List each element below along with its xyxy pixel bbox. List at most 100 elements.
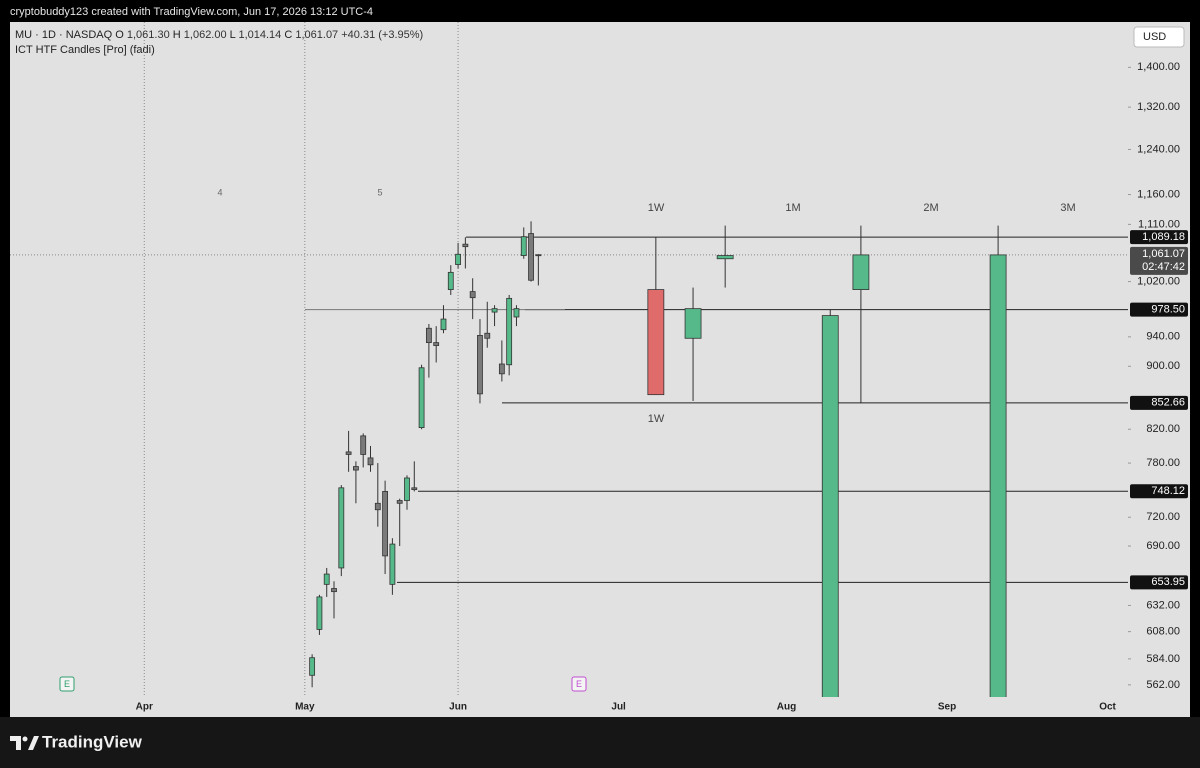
x-tick-label: Jul <box>611 702 626 713</box>
y-tick-label: 1,110.00 <box>1138 218 1180 230</box>
candle-body <box>411 487 418 491</box>
candle-body <box>535 254 542 257</box>
currency[interactable]: USD <box>1143 31 1166 43</box>
candle-body <box>374 502 381 511</box>
candle-body <box>360 435 367 455</box>
candle-body <box>469 291 476 299</box>
attribution: cryptobuddy123 created with TradingView.… <box>10 6 373 18</box>
y-tick-label: 1,400.00 <box>1137 61 1180 73</box>
y-tick-label: 562.00 <box>1146 679 1180 691</box>
candle-body <box>389 543 396 585</box>
plot <box>10 22 1128 697</box>
x-tick-label: Apr <box>136 702 153 713</box>
candle-body <box>528 233 534 281</box>
candle-body <box>513 308 520 318</box>
countdown: 02:47:42 <box>1142 261 1185 273</box>
last-price-label: 1,061.07 <box>1142 248 1185 260</box>
session-label: 5 <box>377 187 382 197</box>
candle-body <box>506 297 513 366</box>
ohlc-value: 1,062.00 <box>184 29 227 41</box>
ohlc-value: 1,061.30 <box>127 29 170 41</box>
y-tick-label: 1,160.00 <box>1137 188 1180 200</box>
ohlc-legend: MU · 1D · NASDAQ O 1,061.30 H 1,062.00 L… <box>15 29 423 41</box>
price-level-tag <box>1130 395 1188 410</box>
candle-body <box>491 308 498 313</box>
candle-body <box>338 487 345 569</box>
candle-body <box>323 573 330 585</box>
brand: TradingView <box>42 732 143 751</box>
htf-label: 3M <box>1060 202 1075 214</box>
ohlc-value: 1,061.07 <box>295 29 338 41</box>
footer <box>0 717 1200 768</box>
htf-label: 1M <box>785 202 800 214</box>
htf-candle-body <box>647 289 665 396</box>
ohlc-key: H <box>173 29 181 41</box>
y-tick-label: 720.00 <box>1146 511 1180 523</box>
htf-candle-body <box>989 254 1007 697</box>
y-tick-label: 900.00 <box>1146 360 1180 372</box>
price-level-tag <box>1130 230 1188 245</box>
x-tick-label: Oct <box>1099 702 1116 713</box>
htf-label: 1W <box>648 413 665 425</box>
event-marker <box>571 676 587 692</box>
candle-body <box>353 466 359 471</box>
y-tick-label: 780.00 <box>1146 457 1180 469</box>
y-tick-label: 940.00 <box>1146 331 1180 343</box>
htf-label: 2M <box>923 202 938 214</box>
price-level-tag <box>1130 302 1188 317</box>
y-tick-label: 1,240.00 <box>1137 143 1180 155</box>
y-tick-label: 690.00 <box>1146 540 1180 552</box>
ohlc-key: C <box>284 29 292 41</box>
candle-body <box>447 271 454 290</box>
htf-candle-body <box>684 308 702 339</box>
x-tick-label: Aug <box>777 702 796 713</box>
y-tick-label: 1,020.00 <box>1137 275 1180 287</box>
candle-body <box>440 318 447 331</box>
price-level-label: 852.66 <box>1151 397 1185 409</box>
candle-body <box>418 367 425 428</box>
event-marker <box>59 676 75 692</box>
event-marker-label: E <box>64 679 70 689</box>
candle-body <box>520 236 527 256</box>
ohlc-key: O <box>115 29 124 41</box>
candle-body <box>425 327 432 344</box>
candle-body <box>462 243 469 248</box>
candle-body <box>396 500 403 504</box>
price-level-label: 748.12 <box>1151 485 1185 497</box>
candle-body <box>404 477 410 501</box>
x-tick-label: May <box>295 702 315 713</box>
price-level-label: 653.95 <box>1151 576 1185 588</box>
price-level-tag <box>1130 484 1188 499</box>
brand-logo <box>10 736 39 750</box>
symbol: MU · 1D · NASDAQ <box>15 29 113 41</box>
candle-body <box>331 588 337 593</box>
price-level-tag <box>1130 575 1188 590</box>
y-tick-label: 608.00 <box>1146 626 1180 638</box>
currency-button[interactable] <box>1133 26 1185 48</box>
candle-body <box>367 457 374 466</box>
y-tick-label: 820.00 <box>1146 423 1180 435</box>
candle-body <box>498 363 505 375</box>
y-tick-label: 632.00 <box>1146 599 1180 611</box>
candle-body <box>382 491 388 557</box>
ohlc-value: 1,014.14 <box>238 29 281 41</box>
candle-body <box>433 342 440 346</box>
htf-candle-body <box>852 254 870 290</box>
indicator-name: ICT HTF Candles [Pro] (fadi) <box>15 44 155 56</box>
session-label: 4 <box>217 187 222 197</box>
event-marker-label: E <box>576 679 582 689</box>
htf-candle-body <box>716 255 734 260</box>
htf-label: 1W <box>648 202 665 214</box>
ohlc-key: L <box>230 29 236 41</box>
candle-body <box>345 451 352 455</box>
price-level-label: 1,089.18 <box>1142 231 1185 243</box>
price-level-label: 978.50 <box>1151 304 1185 316</box>
chart-area <box>10 22 1190 717</box>
candle-body <box>316 596 323 630</box>
htf-candle-body <box>821 315 839 697</box>
change: +40.31 (+3.95%) <box>341 29 423 41</box>
x-tick-label: Jun <box>449 702 467 713</box>
candle-body <box>484 332 491 339</box>
candle-body <box>309 657 316 676</box>
x-tick-label: Sep <box>938 702 956 713</box>
